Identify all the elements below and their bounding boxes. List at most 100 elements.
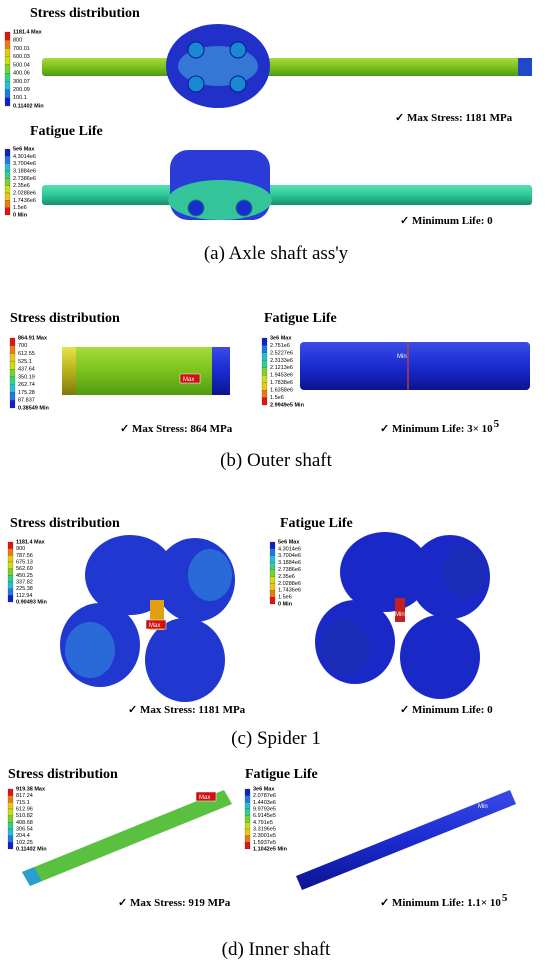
legend-label: 675.13 xyxy=(16,559,33,565)
legend-label: 1.5e6 xyxy=(13,205,27,211)
legend-swatch xyxy=(270,570,275,577)
legend-label: 817.24 xyxy=(16,793,33,799)
legend-label: 102.25 xyxy=(16,840,33,846)
spider-arm xyxy=(400,615,480,699)
legend-label: 3e6 Max xyxy=(253,786,275,792)
legend-label: 0.11402 Min xyxy=(16,846,47,852)
legend-swatch xyxy=(8,562,13,569)
legend-label: 3.7004e6 xyxy=(278,553,301,559)
legend-swatch xyxy=(8,789,13,796)
legend-label: 2.5227e6 xyxy=(270,350,293,356)
result-text: ✓ Minimum Life: 3× 10 xyxy=(380,423,493,435)
result-tag: Min xyxy=(395,612,405,618)
legend-label: 1.7838e6 xyxy=(270,380,293,386)
housing-hole xyxy=(230,76,246,92)
legend-label: 700 xyxy=(18,343,27,349)
legend-swatch xyxy=(5,48,10,56)
legend-label: 306.54 xyxy=(16,826,33,832)
result-text: ✓ Max Stress: 1181 MPa xyxy=(395,112,513,124)
legend-label: 715.1 xyxy=(16,800,30,806)
legend-swatch xyxy=(270,542,275,549)
legend-swatch xyxy=(5,81,10,89)
shaft xyxy=(300,342,530,390)
legend-label: 1.1042e5 Min xyxy=(253,846,288,852)
legend-swatch xyxy=(5,178,10,185)
legend-label: 9.9793e5 xyxy=(253,806,276,812)
legend-label: 919.38 Max xyxy=(16,786,46,792)
legend-swatch xyxy=(262,398,267,405)
result-text: ✓ Max Stress: 1181 MPa xyxy=(128,704,246,716)
panel-title: Stress distribution xyxy=(10,516,120,531)
legend-swatch xyxy=(245,836,250,843)
legend-swatch xyxy=(5,200,10,207)
legend-label: 864.91 Max xyxy=(18,335,48,341)
spider-face xyxy=(65,622,115,678)
legend-swatch xyxy=(8,809,13,816)
result-text: ✓ Minimum Life: 0 xyxy=(400,215,493,227)
legend-label: 175.28 xyxy=(18,390,35,396)
legend-label: 2.3001e5 xyxy=(253,833,276,839)
legend-swatch xyxy=(8,816,13,823)
panel-title: Fatigue Life xyxy=(264,311,337,326)
legend-swatch xyxy=(5,149,10,156)
legend-swatch xyxy=(8,555,13,562)
legend-swatch xyxy=(8,575,13,582)
legend-label: 4.3014e6 xyxy=(13,154,36,160)
legend-label: 1.5e6 xyxy=(278,595,292,601)
legend-swatch xyxy=(8,542,13,549)
legend-label: 0.11402 Min xyxy=(13,103,44,109)
result-tag: Max xyxy=(183,377,194,383)
legend-label: 612.55 xyxy=(18,351,35,357)
legend-swatch xyxy=(5,208,10,215)
legend-label: 3.1884e6 xyxy=(278,560,301,566)
legend-label: 525.1 xyxy=(18,359,32,365)
legend-swatch xyxy=(8,549,13,556)
legend-swatch xyxy=(5,98,10,106)
legend-label: 112.94 xyxy=(16,593,32,599)
shaft xyxy=(42,185,532,205)
panel-title: Stress distribution xyxy=(10,311,120,326)
legend-label: 87.837 xyxy=(18,398,35,404)
spider-face xyxy=(188,549,232,601)
legend-swatch xyxy=(10,392,15,400)
legend-label: 4.791e5 xyxy=(253,820,273,826)
housing-hole xyxy=(188,76,204,92)
housing-hole xyxy=(188,200,204,216)
legend-label: 2.1213e6 xyxy=(270,365,293,371)
legend-label: 0.90493 Min xyxy=(16,599,48,605)
legend-label: 337.82 xyxy=(16,579,33,585)
result-exponent: 5 xyxy=(502,892,508,904)
legend-swatch xyxy=(5,57,10,65)
legend-swatch xyxy=(245,816,250,823)
legend-label: 1.9453e6 xyxy=(270,373,293,379)
legend-label: 200.09 xyxy=(13,87,30,93)
legend-swatch xyxy=(5,156,10,163)
legend-label: 612.96 xyxy=(16,806,33,812)
legend-swatch xyxy=(8,802,13,809)
legend-label: 408.68 xyxy=(16,820,33,826)
legend-swatch xyxy=(5,32,10,40)
legend-swatch xyxy=(10,369,15,377)
legend-swatch xyxy=(10,346,15,354)
shaft xyxy=(22,790,232,886)
panel-title: Fatigue Life xyxy=(245,767,318,782)
legend-swatch xyxy=(5,171,10,178)
legend-label: 0 Min xyxy=(13,212,28,218)
legend-swatch xyxy=(262,390,267,397)
result-text: ✓ Minimum Life: 1.1× 10 xyxy=(380,897,501,909)
legend-swatch xyxy=(5,40,10,48)
panel-title: Fatigue Life xyxy=(280,516,353,531)
legend-label: 3.7004e6 xyxy=(13,161,36,167)
legend-label: 1.7436e6 xyxy=(278,588,301,594)
legend-swatch xyxy=(245,829,250,836)
housing-hole xyxy=(236,200,252,216)
figure: Stress distribution1181.4 Max800700.0160… xyxy=(0,0,552,967)
legend-label: 2.35e6 xyxy=(13,183,30,189)
legend-label: 1181.4 Max xyxy=(16,539,46,545)
legend-swatch xyxy=(262,383,267,390)
legend-swatch xyxy=(245,842,250,849)
legend-swatch xyxy=(8,829,13,836)
caption: (c) Spider 1 xyxy=(231,728,321,749)
legend-label: 2.35e6 xyxy=(278,574,295,580)
result-text: ✓ Max Stress: 919 MPa xyxy=(118,897,231,909)
